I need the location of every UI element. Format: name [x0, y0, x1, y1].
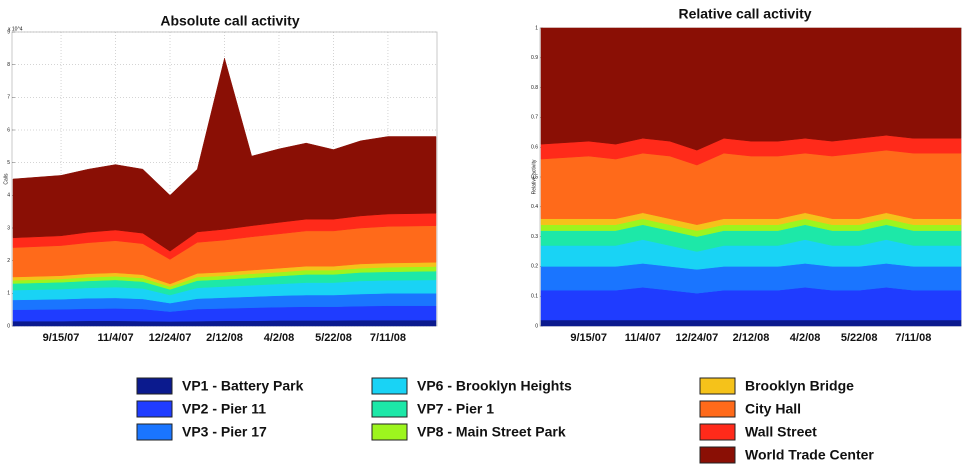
x-tick-label: 7/11/08 [370, 332, 406, 344]
y-tick-label: 0 [535, 323, 538, 329]
y-tick-label: 1 [7, 291, 10, 297]
legend-swatch [699, 400, 736, 418]
legend-label: VP7 - Pier 1 [417, 401, 494, 417]
y-tick-label: 0.9 [531, 55, 538, 61]
y-tick-label: 7 [7, 95, 10, 101]
legend-swatch [136, 377, 173, 395]
legend-swatch [371, 423, 408, 441]
legend-label: Brooklyn Bridge [745, 378, 854, 394]
y-tick-label: 5 [7, 160, 10, 166]
legend-swatch [699, 377, 736, 395]
legend-swatch [699, 423, 736, 441]
y-tick-label: 4 [7, 193, 10, 199]
y-tick-label: 0.8 [531, 85, 538, 91]
area [540, 149, 962, 225]
legend-swatch [699, 446, 736, 464]
y-tick-label: 3 [7, 225, 10, 231]
chart-title: Relative call activity [678, 6, 811, 22]
legend-label: Wall Street [745, 424, 817, 440]
x-tick-label: 9/15/07 [43, 332, 80, 344]
y-tick-label: 2 [7, 258, 10, 264]
legend-label: VP3 - Pier 17 [182, 424, 267, 440]
x-tick-label: 5/22/08 [315, 332, 352, 344]
y-tick-label: 0.4 [531, 204, 538, 210]
x-tick-label: 12/24/07 [675, 332, 718, 344]
y-tick-label: 0.1 [531, 294, 538, 300]
legend-label: VP1 - Battery Park [182, 378, 304, 394]
legend-label: World Trade Center [745, 447, 874, 463]
legend-label: VP8 - Main Street Park [417, 424, 566, 440]
chart-title: Absolute call activity [160, 13, 299, 29]
legend-label: City Hall [745, 401, 801, 417]
legend-label: VP2 - Pier 11 [182, 401, 266, 417]
legend-swatch [136, 423, 173, 441]
area [540, 27, 962, 151]
y-tick-label: 0.5 [531, 174, 538, 180]
y-axis-label: Relative activity [531, 159, 537, 194]
legend: VP1 - Battery Park VP2 - Pier 11 VP3 - Pie… [136, 377, 874, 464]
x-tick-label: 12/24/07 [149, 332, 192, 344]
y-tick-label: 6 [7, 127, 10, 133]
x-tick-label: 9/15/07 [570, 332, 607, 344]
y-axis-label: Calls [3, 173, 9, 185]
x-tick-label: 11/4/07 [97, 332, 133, 344]
legend-label: VP6 - Brooklyn Heights [417, 378, 572, 394]
x-tick-label: 7/11/08 [895, 332, 931, 344]
area [12, 57, 437, 252]
y-tick-label: 0.3 [531, 234, 538, 240]
y-tick-label: 0.6 [531, 145, 538, 151]
y-tick-label: 8 [7, 62, 10, 68]
legend-swatch [371, 400, 408, 418]
y-tick-label: 0.2 [531, 264, 538, 270]
y-multiplier: x 10^4 [8, 26, 23, 32]
legend-swatch [371, 377, 408, 395]
x-tick-label: 5/22/08 [841, 332, 878, 344]
x-tick-label: 2/12/08 [733, 332, 770, 344]
area [540, 263, 962, 294]
area [540, 319, 962, 327]
y-tick-label: 1 [535, 25, 538, 31]
y-tick-label: 0.7 [531, 115, 538, 121]
x-tick-label: 11/4/07 [625, 332, 661, 344]
legend-swatch [136, 400, 173, 418]
x-tick-label: 2/12/08 [206, 332, 243, 344]
y-tick-label: 0 [7, 323, 10, 329]
x-tick-label: 4/2/08 [264, 332, 295, 344]
x-tick-label: 4/2/08 [790, 332, 821, 344]
area [540, 287, 962, 321]
y-tick-label: 9 [7, 29, 10, 35]
